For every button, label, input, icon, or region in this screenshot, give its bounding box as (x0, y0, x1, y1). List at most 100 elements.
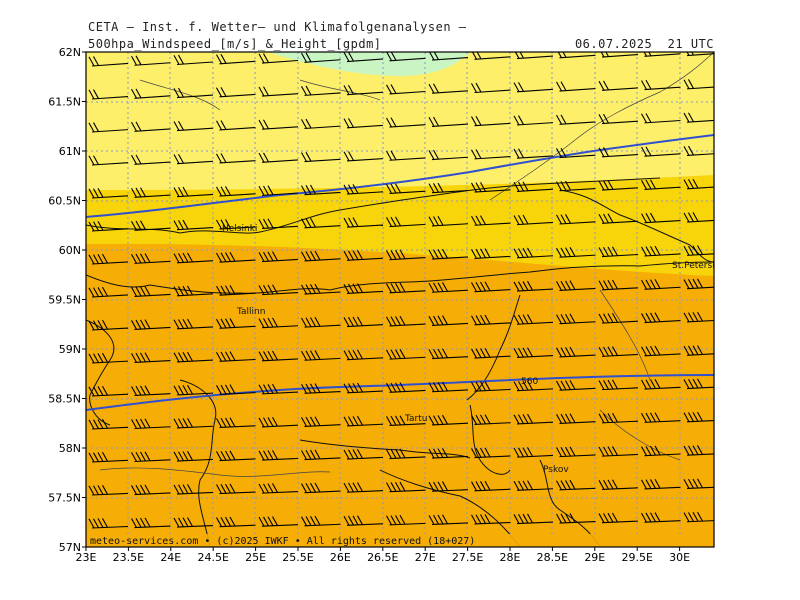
wind-barb (428, 481, 469, 492)
wind-barb (641, 279, 681, 290)
wind-barb (88, 418, 129, 430)
wind-barb (683, 478, 714, 490)
wind-barb (686, 52, 714, 57)
wind-barb (557, 52, 596, 59)
wind-barb (216, 483, 256, 495)
wind-barb (131, 88, 171, 99)
map-subtitle: 500hpa_Windspeed_[m/s]_&_Height_[gpdm] (88, 37, 382, 51)
wind-barb (216, 351, 256, 362)
wind-barb (173, 120, 214, 132)
wind-barb (131, 418, 171, 430)
wind-barb (131, 319, 171, 330)
lon-tick-label: 23E (76, 551, 97, 564)
wind-barb (301, 482, 341, 494)
wind-barb (643, 52, 681, 57)
wind-barb (683, 511, 714, 523)
city-label-tallinn: Tallinn (236, 307, 265, 317)
wind-barb (471, 281, 511, 293)
wind-barb (258, 450, 299, 461)
wind-barb (173, 186, 214, 198)
lon-tick-label: 30E (669, 551, 690, 564)
lon-tick-label: 25.5E (282, 551, 313, 564)
wind-barb (88, 56, 129, 67)
wind-barb (258, 483, 299, 494)
city-label-st-petersburg: St.Petersbg. (672, 261, 727, 271)
wind-barb (428, 248, 469, 260)
wind-barb (428, 83, 469, 94)
wind-barb (386, 514, 426, 526)
wind-barb (428, 448, 469, 459)
wind-barb (683, 411, 714, 423)
wind-barb (258, 86, 299, 97)
latitude-axis: 62N 61.5N 61N 60.5N 60N 59.5N 59N 58.5N 58N 57.5N… (48, 46, 86, 554)
wind-barb (513, 314, 554, 325)
wind-barb (131, 451, 171, 463)
wind-barb (471, 480, 511, 492)
wind-barb (683, 245, 714, 256)
wind-barb (301, 449, 341, 461)
lon-tick-label: 26.5E (367, 551, 398, 564)
wind-barb (258, 152, 299, 163)
wind-barb (471, 115, 511, 127)
wind-barb (513, 82, 554, 93)
wind-barb (216, 54, 256, 65)
wind-barb (556, 247, 596, 258)
wind-barb (343, 84, 384, 96)
wind-barb (513, 347, 554, 359)
wind-barb (641, 245, 681, 257)
wind-barb (343, 382, 384, 394)
wind-barb (386, 415, 426, 426)
wind-barb (173, 451, 214, 462)
wind-barb (683, 178, 714, 190)
wind-barb (173, 318, 214, 330)
wind-barb (556, 280, 596, 292)
wind-barb (471, 52, 511, 60)
wind-barb (598, 246, 639, 258)
wind-barb (386, 150, 426, 161)
wind-barb (428, 182, 469, 194)
lat-tick-label: 59N (59, 343, 81, 356)
wind-barb (471, 248, 511, 260)
wind-barb (88, 221, 129, 232)
wind-barb (131, 484, 171, 496)
wind-barb (556, 479, 596, 491)
wind-barb (556, 346, 596, 358)
wind-barb (173, 517, 214, 528)
wind-barb (301, 217, 341, 229)
lon-tick-label: 29.5E (621, 551, 652, 564)
wind-barb (343, 349, 384, 361)
wind-barb (173, 384, 214, 396)
wind-barb (173, 153, 214, 165)
wind-barb (598, 412, 639, 424)
wind-barb (683, 311, 714, 323)
wind-barb (556, 313, 596, 325)
wind-barb (471, 447, 511, 459)
lon-tick-label: 28E (500, 551, 521, 564)
wind-barb (301, 151, 341, 163)
wind-barb (343, 250, 384, 261)
wind-barb (471, 514, 511, 525)
wind-barb (258, 317, 299, 329)
wind-barb (513, 214, 554, 226)
wind-barb (428, 381, 469, 393)
wind-barb (216, 219, 256, 230)
wind-barb (216, 417, 256, 429)
wind-barb (598, 113, 639, 125)
wind-barb (556, 114, 596, 125)
wind-barb (343, 151, 384, 162)
wind-barb (683, 445, 714, 456)
wind-barb (88, 452, 129, 463)
wind-barb (471, 215, 511, 226)
wind-barb (513, 447, 554, 458)
lat-tick-label: 61.5N (48, 96, 81, 109)
wind-barb (641, 412, 681, 423)
wind-barb (683, 79, 714, 90)
coastlines (86, 177, 714, 547)
lat-tick-label: 57N (59, 541, 81, 554)
wind-barb (386, 84, 426, 95)
wind-barb (556, 413, 596, 424)
wind-barb (556, 180, 596, 192)
wind-barb (428, 414, 469, 426)
wind-barb (386, 52, 426, 62)
wind-barb (513, 148, 554, 159)
